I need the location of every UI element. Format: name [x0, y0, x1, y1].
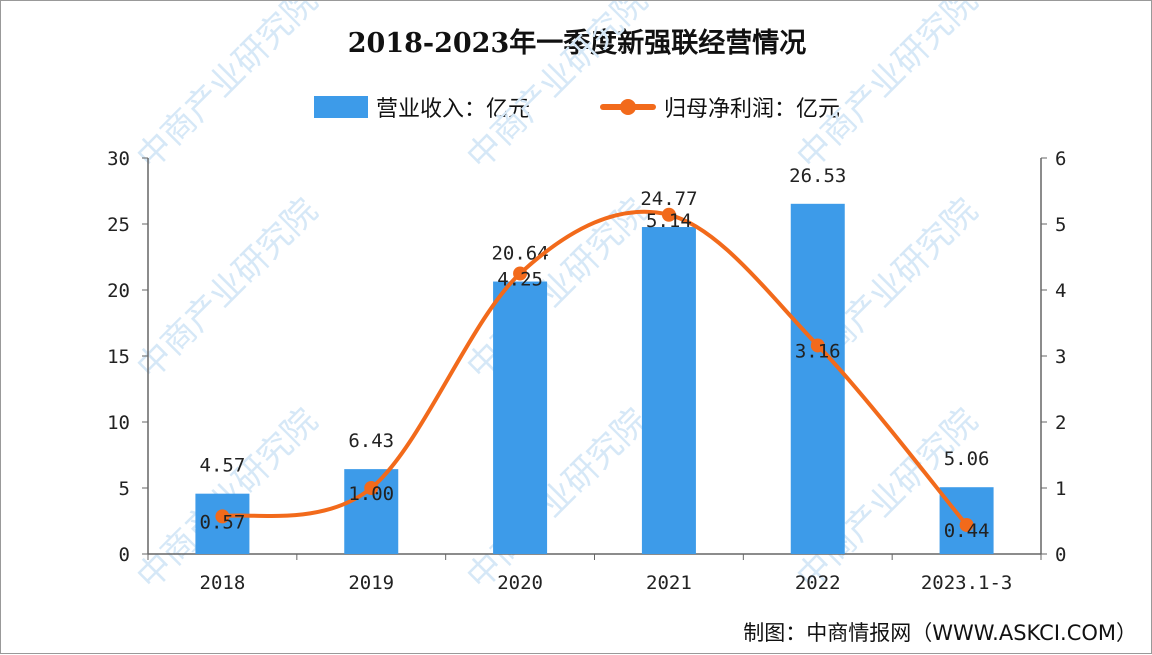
- bar-value-label: 5.06: [944, 448, 990, 470]
- profit-point: [215, 509, 230, 524]
- bar-value-label: 20.64: [491, 243, 548, 265]
- bar-value-label: 26.53: [789, 165, 846, 187]
- right-tick-label: 2: [1055, 412, 1066, 434]
- line-value-label: 0.44: [944, 520, 990, 542]
- right-tick-label: 6: [1055, 148, 1066, 170]
- bar-value-label: 6.43: [348, 430, 394, 452]
- line-value-label: 5.14: [646, 210, 692, 232]
- right-tick-label: 3: [1055, 346, 1066, 368]
- right-tick-label: 5: [1055, 214, 1066, 236]
- bar-value-label: 4.57: [200, 455, 246, 477]
- right-tick-label: 4: [1055, 280, 1066, 302]
- x-tick-label: 2022: [795, 572, 841, 594]
- x-tick-label: 2018: [200, 572, 246, 594]
- legend-label-profit: 归母净利润：亿元: [664, 97, 841, 122]
- left-tick-label: 20: [107, 280, 130, 302]
- x-tick-label: 2021: [646, 572, 692, 594]
- profit-point: [959, 517, 974, 532]
- left-tick-label: 25: [107, 214, 130, 236]
- left-tick-label: 10: [107, 412, 130, 434]
- line-value-label: 4.25: [497, 269, 543, 291]
- bar: [641, 227, 696, 554]
- x-tick-label: 2019: [348, 572, 394, 594]
- profit-point: [364, 481, 379, 495]
- right-tick-label: 0: [1055, 544, 1066, 566]
- watermark: 中商产业研究院: [789, 1, 986, 177]
- x-tick-label: 2023.1-3: [921, 572, 1013, 594]
- watermark: 中商产业研究院: [129, 191, 326, 388]
- legend-item-revenue: 营业收入：亿元: [313, 91, 530, 123]
- legend-line-swatch: [600, 99, 656, 115]
- watermark: 中商产业研究院: [459, 191, 656, 388]
- x-tick-label: 2020: [497, 572, 543, 594]
- source-note: 制图：中商情报网（WWW.ASKCI.COM）: [743, 621, 1137, 645]
- bar: [195, 493, 250, 554]
- bar: [493, 281, 548, 554]
- legend: 营业收入：亿元 归母净利润：亿元: [1, 91, 1152, 123]
- watermark: 中商产业研究院: [129, 1, 326, 177]
- watermark: 中商产业研究院: [459, 401, 656, 598]
- watermark: 中商产业研究院: [459, 1, 656, 177]
- chart-title: 2018-2023年一季度新强联经营情况: [347, 28, 807, 59]
- line-value-label: 1.00: [348, 483, 394, 505]
- left-tick-label: 30: [107, 148, 130, 170]
- line-value-label: 3.16: [795, 340, 841, 362]
- profit-point: [661, 207, 676, 222]
- right-tick-label: 1: [1055, 478, 1066, 500]
- profit-point: [810, 338, 825, 353]
- left-tick-label: 5: [119, 478, 130, 500]
- legend-bar-swatch: [313, 96, 368, 118]
- bar: [790, 203, 845, 554]
- profit-point: [513, 266, 528, 281]
- left-tick-label: 0: [119, 544, 130, 566]
- line-value-label: 0.57: [200, 511, 246, 533]
- legend-item-profit: 归母净利润：亿元: [600, 91, 840, 123]
- bar-value-label: 24.77: [640, 188, 697, 210]
- legend-label-revenue: 营业收入：亿元: [375, 97, 530, 122]
- left-tick-label: 15: [107, 346, 130, 368]
